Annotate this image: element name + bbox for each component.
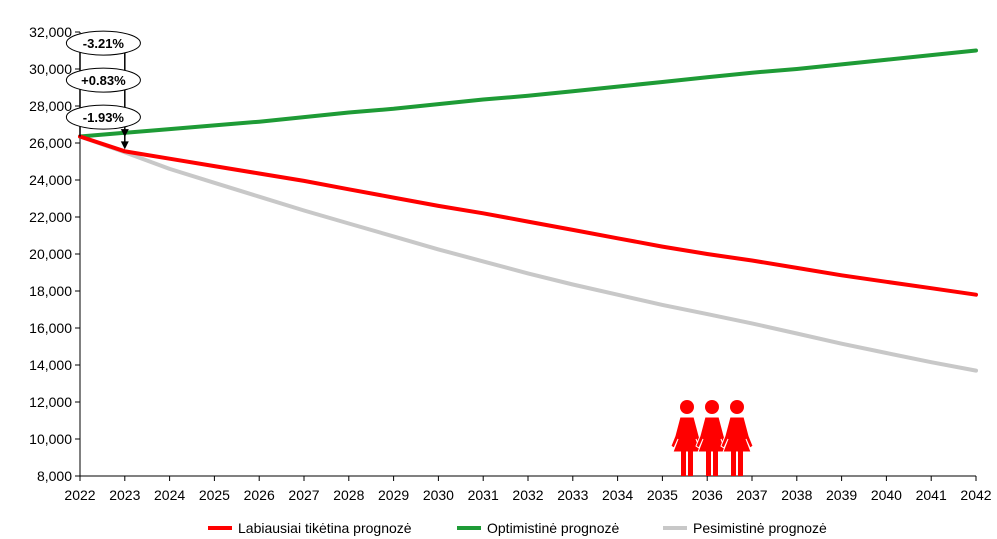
x-tick-label: 2042 xyxy=(960,487,991,503)
x-tick-label: 2022 xyxy=(64,487,95,503)
legend: Labiausiai tikėtina prognozė Optimistinė … xyxy=(208,520,827,536)
x-tick-label: 2040 xyxy=(871,487,902,503)
y-tick-label: 26,000 xyxy=(29,135,72,151)
series-line xyxy=(78,134,978,297)
x-tick-label: 2026 xyxy=(244,487,275,503)
woman-figure-icon xyxy=(720,400,754,476)
legend-label: Optimistinė prognozė xyxy=(487,520,620,536)
y-tick-label: 16,000 xyxy=(29,320,72,336)
series-line xyxy=(78,48,978,139)
y-tick-label: 22,000 xyxy=(29,209,72,225)
change-annotations: -3.21% +0.83% -1.93% xyxy=(65,30,141,150)
x-tick-label: 2035 xyxy=(647,487,678,503)
series-line xyxy=(78,134,978,373)
x-tick-label: 2041 xyxy=(916,487,947,503)
y-tick-label: 10,000 xyxy=(29,431,72,447)
y-tick-label: 32,000 xyxy=(29,24,72,40)
y-tick-label: 18,000 xyxy=(29,283,72,299)
x-tick-label: 2036 xyxy=(692,487,723,503)
woman-figure-icon xyxy=(670,400,704,476)
annotation-label: +0.83% xyxy=(81,73,126,88)
y-tick-label: 24,000 xyxy=(29,172,72,188)
x-tick-label: 2029 xyxy=(378,487,409,503)
annotation-bubble xyxy=(65,104,141,130)
y-tick-label: 12,000 xyxy=(29,394,72,410)
annotation-label: -1.93% xyxy=(83,110,125,125)
x-tick-label: 2038 xyxy=(781,487,812,503)
x-tick-label: 2024 xyxy=(154,487,185,503)
series-lines xyxy=(78,48,978,373)
x-tick-label: 2039 xyxy=(826,487,857,503)
annotation-arrow-icon xyxy=(120,141,129,150)
x-tick-label: 2037 xyxy=(736,487,767,503)
y-axis-ticks: 8,000 10,000 12,000 14,000 16,000 18,000 20,00… xyxy=(29,24,80,484)
x-tick-label: 2033 xyxy=(557,487,588,503)
y-tick-label: 14,000 xyxy=(29,357,72,373)
x-tick-label: 2030 xyxy=(423,487,454,503)
x-tick-label: 2027 xyxy=(288,487,319,503)
x-tick-label: 2031 xyxy=(468,487,499,503)
annotation-label: -3.21% xyxy=(83,36,125,51)
y-tick-label: 30,000 xyxy=(29,61,72,77)
woman-figure-icon xyxy=(695,400,729,476)
annotation-bubble xyxy=(65,67,141,93)
legend-label: Pesimistinė prognozė xyxy=(693,520,827,536)
y-tick-label: 8,000 xyxy=(37,468,72,484)
x-tick-label: 2028 xyxy=(333,487,364,503)
x-tick-label: 2023 xyxy=(109,487,140,503)
x-axis-ticks: 2022 2023 2024 2025 2026 2027 2028 2029 2030 2031… xyxy=(64,476,992,503)
annotation-arrow-icon xyxy=(120,129,129,138)
x-tick-label: 2025 xyxy=(199,487,230,503)
legend-label: Labiausiai tikėtina prognozė xyxy=(238,520,412,536)
y-tick-label: 28,000 xyxy=(29,98,72,114)
three-women-icon xyxy=(670,400,754,476)
annotation-bubble xyxy=(65,30,141,56)
x-tick-label: 2032 xyxy=(512,487,543,503)
x-tick-label: 2034 xyxy=(602,487,633,503)
y-tick-label: 20,000 xyxy=(29,246,72,262)
